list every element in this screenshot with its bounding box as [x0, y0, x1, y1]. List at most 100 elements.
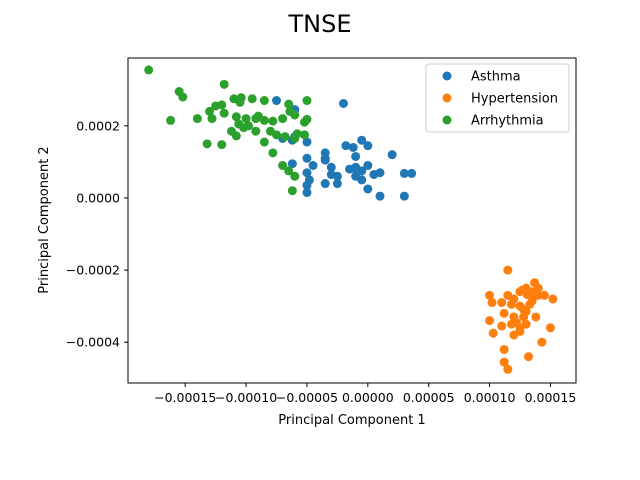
data-point-arrhythmia — [284, 166, 294, 176]
chart-title: TNSE — [287, 10, 351, 38]
data-point-asthma — [320, 179, 330, 189]
data-point-arrhythmia — [268, 148, 278, 158]
data-point-arrhythmia — [259, 115, 269, 125]
data-point-hypertension — [506, 319, 516, 329]
x-tick-label: 0.00005 — [403, 390, 455, 405]
data-point-arrhythmia — [278, 114, 288, 124]
data-point-hypertension — [497, 298, 507, 308]
data-point-asthma — [387, 150, 397, 160]
data-point-arrhythmia — [290, 110, 300, 120]
data-points — [144, 65, 558, 374]
data-point-hypertension — [533, 283, 543, 293]
data-point-hypertension — [488, 328, 498, 338]
data-point-asthma — [332, 179, 342, 189]
data-point-hypertension — [497, 321, 507, 331]
data-point-arrhythmia — [280, 132, 290, 142]
data-point-arrhythmia — [207, 114, 217, 124]
data-point-hypertension — [545, 323, 555, 333]
data-point-hypertension — [499, 357, 509, 367]
data-point-arrhythmia — [287, 186, 297, 196]
data-point-asthma — [320, 153, 330, 163]
data-point-arrhythmia — [202, 139, 212, 149]
axes-frame — [127, 57, 577, 384]
data-point-asthma — [348, 142, 358, 152]
data-point-asthma — [351, 164, 361, 174]
data-point-asthma — [357, 135, 367, 145]
data-point-asthma — [399, 168, 409, 178]
data-point-hypertension — [499, 308, 509, 318]
data-point-arrhythmia — [231, 131, 241, 141]
data-point-asthma — [302, 153, 312, 163]
data-point-hypertension — [515, 326, 525, 336]
data-point-arrhythmia — [302, 114, 312, 124]
data-point-asthma — [302, 168, 312, 178]
data-point-arrhythmia — [219, 108, 229, 118]
data-point-asthma — [338, 98, 348, 108]
data-point-arrhythmia — [259, 137, 269, 147]
x-tick-label: −0.00010 — [215, 390, 277, 405]
data-point-hypertension — [521, 319, 531, 329]
data-point-arrhythmia — [259, 96, 269, 106]
data-point-arrhythmia — [251, 126, 261, 136]
data-point-arrhythmia — [241, 114, 251, 124]
y-axis-label: Principal Component 2 — [37, 146, 52, 293]
data-point-asthma — [407, 168, 417, 178]
x-axis-label: Principal Component 1 — [278, 413, 425, 428]
data-point-hypertension — [485, 316, 495, 326]
data-point-arrhythmia — [278, 160, 288, 170]
y-tick-label: 0.0000 — [76, 190, 120, 205]
data-point-asthma — [302, 188, 312, 198]
data-point-hypertension — [503, 364, 513, 374]
data-point-asthma — [308, 160, 318, 170]
data-point-arrhythmia — [178, 92, 188, 102]
y-tick-label: 0.0002 — [76, 118, 120, 133]
data-point-arrhythmia — [247, 94, 257, 104]
legend-box — [425, 63, 570, 133]
data-point-arrhythmia — [268, 116, 278, 126]
data-point-asthma — [287, 159, 297, 169]
data-point-asthma — [341, 141, 351, 151]
legend-label-asthma: Asthma — [471, 70, 521, 85]
y-tick-label: −0.0004 — [66, 335, 120, 350]
data-point-arrhythmia — [231, 112, 241, 122]
data-point-hypertension — [487, 298, 497, 308]
x-tick-label: 0.00010 — [464, 390, 516, 405]
data-point-asthma — [375, 168, 385, 178]
data-point-arrhythmia — [192, 114, 202, 124]
legend-marker-asthma — [442, 71, 452, 81]
data-point-arrhythmia — [292, 129, 302, 139]
data-point-asthma — [375, 191, 385, 201]
data-point-asthma — [302, 137, 312, 147]
data-point-arrhythmia — [166, 115, 176, 125]
x-tick-label: 0.00015 — [525, 390, 577, 405]
data-point-asthma — [302, 180, 312, 190]
legend-marker-arrhythmia — [442, 115, 452, 125]
data-point-asthma — [351, 151, 361, 161]
data-point-arrhythmia — [217, 140, 227, 150]
data-point-asthma — [272, 96, 282, 106]
data-point-hypertension — [506, 299, 516, 309]
data-point-asthma — [363, 160, 373, 170]
data-point-asthma — [363, 184, 373, 194]
data-point-hypertension — [503, 265, 513, 275]
data-point-hypertension — [533, 290, 543, 300]
data-point-asthma — [332, 171, 342, 181]
data-point-arrhythmia — [236, 93, 246, 103]
legend-label-hypertension: Hypertension — [471, 92, 558, 107]
data-point-asthma — [326, 162, 336, 172]
x-axis-ticks: −0.00015−0.00010−0.00005 0.00000 0.00005 0.… — [154, 383, 576, 405]
y-axis-ticks: −0.0004 −0.0002 0.0000 0.0002 — [66, 118, 128, 350]
data-point-arrhythmia — [144, 65, 154, 75]
data-point-arrhythmia — [244, 121, 254, 131]
data-point-hypertension — [522, 290, 532, 300]
data-point-arrhythmia — [205, 106, 215, 116]
x-tick-label: −0.00015 — [154, 390, 216, 405]
data-point-arrhythmia — [272, 130, 282, 140]
data-point-asthma — [363, 141, 373, 151]
data-point-arrhythmia — [284, 99, 294, 109]
data-point-asthma — [399, 191, 409, 201]
data-point-hypertension — [537, 337, 547, 347]
data-point-hypertension — [531, 312, 541, 322]
data-point-arrhythmia — [290, 171, 300, 181]
